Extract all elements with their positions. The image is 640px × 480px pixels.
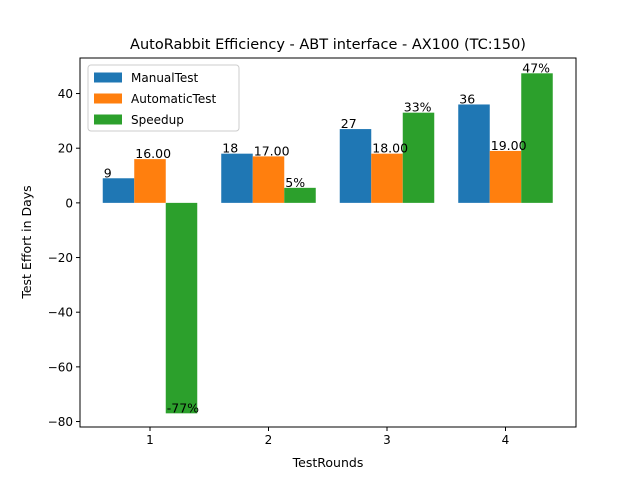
y-tick-label--40: −40: [48, 306, 73, 320]
automatictest-bar-1: [134, 159, 166, 203]
speedup-value-label-2: 5%: [285, 175, 305, 190]
y-tick-label-0: 0: [65, 196, 73, 210]
chart-title: AutoRabbit Efficiency - ABT interface - …: [130, 37, 526, 53]
speedup-bar-3: [402, 112, 435, 203]
legend-label-speedup: Speedup: [131, 113, 184, 127]
manualtest-bar-4: [458, 104, 490, 203]
automatictest-value-label-4: 19.00: [491, 138, 527, 153]
automatictest-bar-4: [489, 150, 522, 203]
automatictest-bar-2: [252, 156, 285, 203]
x-axis-ticks: 1 2 3 4: [146, 427, 509, 447]
legend: ManualTest AutomaticTest Speedup: [87, 64, 240, 132]
y-tick-label--20: −20: [48, 251, 73, 265]
y-axis-label: Test Effort in Days: [19, 185, 34, 299]
speedup-value-label-4: 47%: [522, 60, 550, 75]
y-tick-label-20: 20: [58, 142, 73, 156]
automatictest-value-label-2: 17.00: [254, 143, 290, 158]
x-axis-label: TestRounds: [292, 455, 364, 470]
y-axis-ticks: −80 −60 −40 −20 0 20 40: [48, 87, 80, 429]
manualtest-bar-1: [102, 178, 135, 203]
plot-frame: [79, 57, 577, 428]
manualtest-value-label-2: 18: [222, 141, 238, 156]
legend-label-automatictest: AutomaticTest: [131, 92, 216, 106]
data-labels-group: 9 18 27 36 16.00 17.00 18.00 19.00 -77% 5% 33% 47%: [104, 60, 550, 415]
automatictest-value-label-3: 18.00: [372, 141, 408, 156]
y-tick-label-40: 40: [58, 87, 73, 101]
legend-swatch-manualtest: [94, 72, 122, 83]
manualtest-value-label-3: 27: [341, 116, 357, 131]
manualtest-value-label-1: 9: [104, 165, 112, 180]
manualtest-value-label-4: 36: [459, 91, 475, 106]
manualtest-bar-3: [339, 129, 372, 203]
automatictest-value-label-1: 16.00: [135, 146, 171, 161]
legend-label-manualtest: ManualTest: [131, 71, 199, 85]
speedup-bar-1: [165, 202, 198, 414]
bars-group: [102, 73, 553, 414]
x-tick-label-3: 3: [383, 433, 391, 447]
legend-swatch-automatictest: [94, 93, 122, 104]
speedup-value-label-1: -77%: [167, 400, 199, 415]
y-tick-label--80: −80: [48, 415, 73, 429]
manualtest-bar-2: [221, 153, 253, 203]
y-tick-label--60: −60: [48, 360, 73, 374]
speedup-bar-4: [521, 73, 553, 203]
legend-box: [87, 64, 240, 132]
x-tick-label-2: 2: [265, 433, 273, 447]
automatictest-bar-3: [371, 153, 403, 203]
x-tick-label-4: 4: [502, 433, 510, 447]
x-tick-label-1: 1: [146, 433, 154, 447]
legend-swatch-speedup: [94, 114, 122, 125]
speedup-value-label-3: 33%: [404, 100, 432, 115]
speedup-bar-2: [284, 187, 316, 203]
